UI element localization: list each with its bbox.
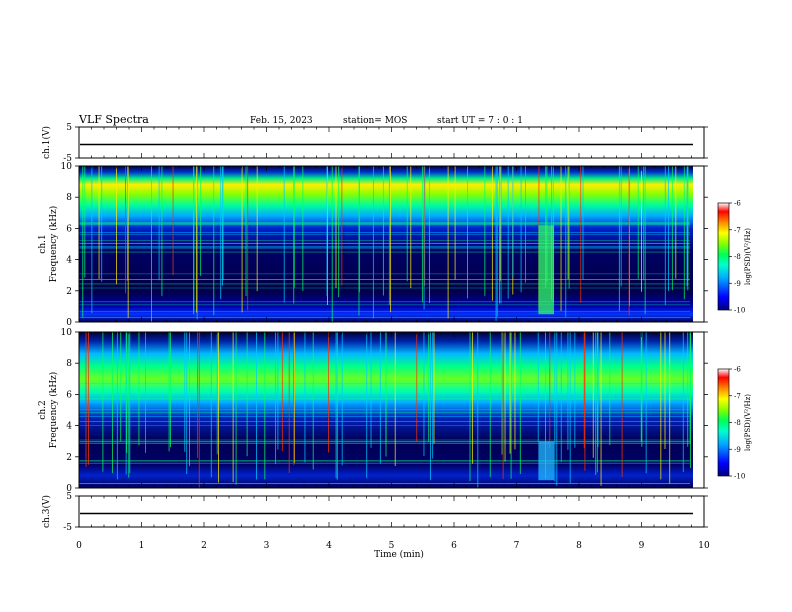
y-axis-label: ch.1(V) (41, 126, 52, 159)
sferics (85, 332, 691, 488)
colorbar-tick-label: -8 (734, 419, 741, 427)
colorbar-tick-label: -9 (734, 280, 741, 288)
x-tick-label: 1 (139, 541, 145, 551)
colorbar-label: log(PSD)(V²/Hz) (744, 228, 752, 285)
colorbar-tick-label: -7 (734, 226, 741, 234)
y-tick-label: -5 (63, 154, 72, 164)
x-axis-label: Time (min) (374, 549, 424, 560)
panel-2: -6 -7 -8 -9 -10 log(PSD)(V²/Hz) 0 2 4 6 8 10 ch.1 Fre… (38, 162, 752, 328)
colorbar-tick-label: -9 (734, 446, 741, 454)
x-tick-label: 4 (326, 541, 332, 551)
panel-3: -6 -7 -8 -9 -10 log(PSD)(V²/Hz) 0 2 4 6 8 10 ch.2 Fre… (38, 328, 752, 494)
colorbar-tick-label: -6 (734, 366, 741, 374)
colorbar (717, 202, 730, 311)
spectrogram-background (79, 166, 704, 322)
station-label: station= MOS (343, 116, 407, 126)
colorbar-tick-label: -10 (734, 473, 745, 481)
y-tick-label: 0 (66, 484, 72, 494)
y-tick-label: 2 (66, 287, 72, 297)
y-axis-label: Frequency (kHz) (48, 206, 59, 283)
x-tick-label: 2 (201, 541, 207, 551)
x-tick-label: 5 (389, 541, 395, 551)
broadband-block (538, 441, 554, 481)
x-tick-label: 0 (76, 541, 82, 551)
date-label: Feb. 15, 2023 (250, 116, 313, 126)
y-axis-label: ch.3(V) (41, 495, 52, 528)
y-tick-label: 2 (66, 453, 72, 463)
broadband-block (538, 225, 554, 315)
y-tick-label: 5 (66, 123, 72, 133)
colorbar-tick-label: -10 (734, 307, 745, 315)
colorbar-label: log(PSD)(V²/Hz) (744, 394, 752, 451)
panels: 5 -5 ch.1(V) -6 -7 -8 -9 -10 log(PSD)(V²/Hz) 0 2 4 6… (38, 123, 752, 533)
colorbar (717, 368, 730, 477)
figure-title: VLF Spectra (78, 113, 149, 126)
y-tick-label: 5 (66, 492, 72, 502)
y-tick-label: 6 (66, 390, 72, 400)
x-tick-label: 8 (576, 541, 582, 551)
no-data-strip (693, 166, 704, 322)
colorbar-tick-label: -8 (734, 253, 741, 261)
no-data-strip (693, 332, 704, 488)
colorbar-tick-label: -6 (734, 200, 741, 208)
x-tick-label: 3 (264, 541, 270, 551)
x-tick-label: 6 (451, 541, 457, 551)
y-axis-label: ch.1 (38, 234, 48, 253)
panel-4: 5 -5 ch.3(V) (41, 492, 708, 533)
y-tick-label: 4 (66, 422, 72, 432)
y-tick-label: 0 (66, 318, 72, 328)
y-tick-label: 10 (61, 328, 73, 338)
y-axis-label: Frequency (kHz) (48, 372, 59, 449)
y-axis-label: ch.2 (38, 400, 48, 419)
y-tick-label: 8 (66, 359, 72, 369)
y-tick-label: 4 (66, 256, 72, 266)
panel-1: 5 -5 ch.1(V) (41, 123, 708, 164)
start-ut-label: start UT = 7 : 0 : 1 (437, 116, 523, 126)
x-tick-label: 10 (698, 541, 710, 551)
colorbar-tick-label: -7 (734, 392, 741, 400)
x-tick-label: 9 (639, 541, 645, 551)
y-tick-label: 10 (61, 162, 73, 172)
x-tick-label: 7 (514, 541, 520, 551)
narrowband-lines (79, 221, 690, 318)
narrowband-lines (79, 383, 690, 484)
x-tick-labels: 0 1 2 3 4 5 6 7 8 9 10 (76, 541, 710, 551)
y-tick-label: -5 (63, 523, 72, 533)
y-tick-label: 6 (66, 224, 72, 234)
y-tick-label: 8 (66, 193, 72, 203)
